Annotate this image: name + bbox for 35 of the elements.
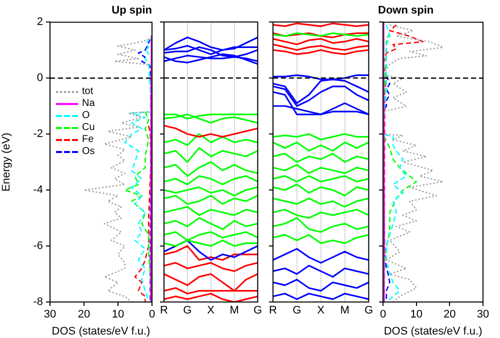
legend-label: Na — [82, 98, 95, 110]
legend-label: O — [82, 110, 90, 122]
x-tick-label: 10 — [112, 308, 124, 321]
legend-label: Cu — [82, 122, 95, 134]
y-tick-label: -2 — [33, 128, 43, 140]
x-tick-label: G — [292, 304, 302, 317]
y-tick-label: -8 — [33, 296, 43, 308]
x-tick-label: G — [364, 304, 374, 317]
x-tick-label: X — [317, 304, 326, 317]
x-tick-label: G — [253, 304, 262, 317]
y-tick-label: 0 — [36, 72, 43, 84]
y-tick-label: -4 — [33, 184, 43, 196]
x-tick-label: 20 — [78, 308, 90, 321]
chart-title: Down spin — [378, 4, 434, 17]
x-tick-label: R — [268, 304, 277, 317]
x-tick-label: 10 — [410, 308, 422, 321]
y-tick-label: -6 — [33, 240, 43, 252]
legend-label: Fe — [82, 134, 94, 146]
x-tick-label: M — [340, 304, 350, 317]
x-tick-label: G — [183, 304, 192, 317]
y-tick-label: 2 — [36, 16, 43, 28]
legend-label: tot — [82, 86, 94, 98]
x-axis-title: DOS (states/eV f.u.) — [384, 325, 482, 338]
x-tick-label: 30 — [44, 308, 56, 321]
x-tick-label: 20 — [444, 308, 456, 321]
x-tick-label: 0 — [380, 308, 386, 321]
x-tick-label: 0 — [148, 308, 156, 321]
x-tick-label: 30 — [476, 308, 490, 321]
x-tick-label: M — [230, 304, 239, 317]
x-tick-label: X — [207, 304, 216, 317]
chart-title: Up spin — [112, 4, 152, 17]
x-axis-title: DOS (states/eV f.u.) — [52, 325, 150, 338]
x-tick-label: R — [160, 304, 168, 317]
y-axis-title: Energy (eV) — [0, 132, 13, 192]
legend-label: Os — [82, 146, 95, 158]
